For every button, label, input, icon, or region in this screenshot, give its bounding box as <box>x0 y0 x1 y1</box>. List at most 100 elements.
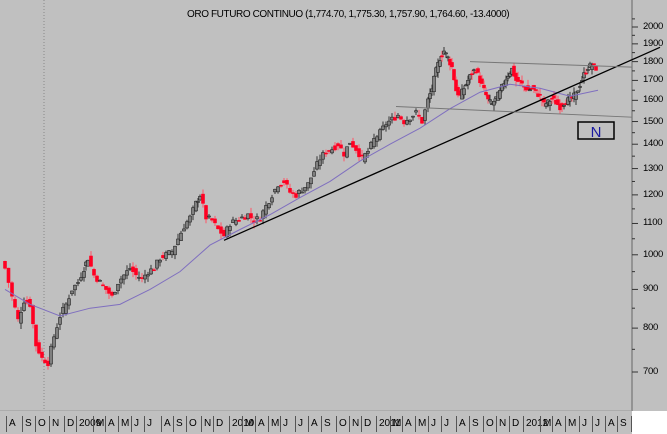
y-tick-label: 1700 <box>643 74 663 86</box>
candle-up <box>264 205 268 215</box>
candle-up <box>86 259 90 267</box>
candle-down <box>34 324 38 347</box>
candle-up <box>315 161 319 170</box>
moving-average-line <box>4 83 599 317</box>
candle-up <box>423 109 427 121</box>
candle-up <box>466 80 470 86</box>
candle-down <box>219 226 223 234</box>
y-tick-label: 1500 <box>643 115 663 127</box>
candle-down <box>40 351 44 358</box>
y-tick-label: 1300 <box>643 162 663 174</box>
candle-down <box>342 151 346 157</box>
y-tick-label: 1000 <box>643 248 663 260</box>
candle-down <box>354 145 358 151</box>
candle-down <box>282 180 286 183</box>
candle-down <box>16 310 20 320</box>
candle-down <box>550 97 554 100</box>
candle-up <box>55 327 59 339</box>
candle-down <box>399 116 403 120</box>
candle-up <box>76 282 80 284</box>
x-tick-label: J <box>592 416 600 432</box>
candle-down <box>28 298 32 307</box>
candle-up <box>182 228 186 232</box>
candle-down <box>584 72 588 75</box>
candle-up <box>375 136 379 142</box>
candle-down <box>31 305 35 325</box>
candle-down <box>512 65 516 77</box>
x-tick-label: A <box>105 416 115 432</box>
x-tick-label: A <box>6 416 16 432</box>
candle-up <box>408 119 412 122</box>
chart-title: ORO FUTURO CONTINUO (1,774.70, 1,775.30,… <box>187 9 510 20</box>
candle-up <box>297 189 301 194</box>
candle-up <box>176 238 180 246</box>
x-tick-label: A <box>402 416 412 432</box>
candle-down <box>440 55 444 58</box>
candle-down <box>92 269 96 276</box>
y-tick-label: 1400 <box>643 138 663 150</box>
candle-up <box>309 177 313 185</box>
candle-down <box>204 205 208 220</box>
candle-down <box>336 143 340 147</box>
trendline-channel-bottom <box>395 106 633 118</box>
x-tick-label: M <box>242 416 253 432</box>
candle-up <box>303 187 307 192</box>
candle-down <box>107 287 111 294</box>
candle-down <box>484 91 488 96</box>
y-tick-label: 1200 <box>643 188 663 200</box>
x-tick-label: 2009 <box>76 416 101 432</box>
trendline-long-term-support <box>223 46 661 241</box>
candle-up <box>428 93 432 99</box>
candle-down <box>526 85 530 91</box>
x-tick-label: D <box>361 416 371 432</box>
candle-down <box>552 95 556 99</box>
x-tick-label: S <box>22 416 32 432</box>
candle-up <box>240 216 244 219</box>
candle-down <box>3 261 7 269</box>
candle-up <box>582 72 586 79</box>
candle-up <box>432 75 436 92</box>
candle-up <box>196 201 200 203</box>
candle-up <box>49 345 53 365</box>
x-tick-label: S <box>321 416 331 432</box>
candle-up <box>273 188 277 193</box>
candle-up <box>64 303 68 314</box>
candle-up <box>207 215 211 218</box>
candle-down <box>222 229 226 237</box>
candle-down <box>216 225 220 230</box>
x-tick-label: J <box>579 416 587 432</box>
candle-down <box>417 114 421 117</box>
candle-up <box>528 89 532 92</box>
annotation-label: N <box>591 124 602 141</box>
candle-up <box>191 207 195 215</box>
candle-up <box>387 120 391 126</box>
candle-up <box>270 197 274 203</box>
candle-up <box>113 291 117 295</box>
candle-down <box>520 80 524 84</box>
candle-down <box>594 65 598 71</box>
candle-up <box>119 278 123 284</box>
x-tick-label: J <box>280 416 288 432</box>
candle-up <box>188 215 192 223</box>
candle-up <box>122 274 126 280</box>
candle-down <box>486 94 490 100</box>
candle-down <box>95 275 99 282</box>
candle-up <box>125 270 129 276</box>
candle-up <box>369 141 373 149</box>
candle-up <box>384 124 388 128</box>
candle-down <box>10 282 14 297</box>
candle-down <box>249 213 253 219</box>
x-tick-label: S <box>469 416 479 432</box>
candle-up <box>58 317 62 325</box>
candle-up <box>472 69 476 72</box>
candle-down <box>285 180 289 185</box>
y-tick-label: 800 <box>643 322 658 334</box>
candle-up <box>426 98 430 109</box>
candle-up <box>390 116 394 121</box>
x-tick-label: A <box>456 416 466 432</box>
x-tick-label: A <box>308 416 318 432</box>
candle-up <box>488 99 492 102</box>
candle-up <box>562 104 566 107</box>
